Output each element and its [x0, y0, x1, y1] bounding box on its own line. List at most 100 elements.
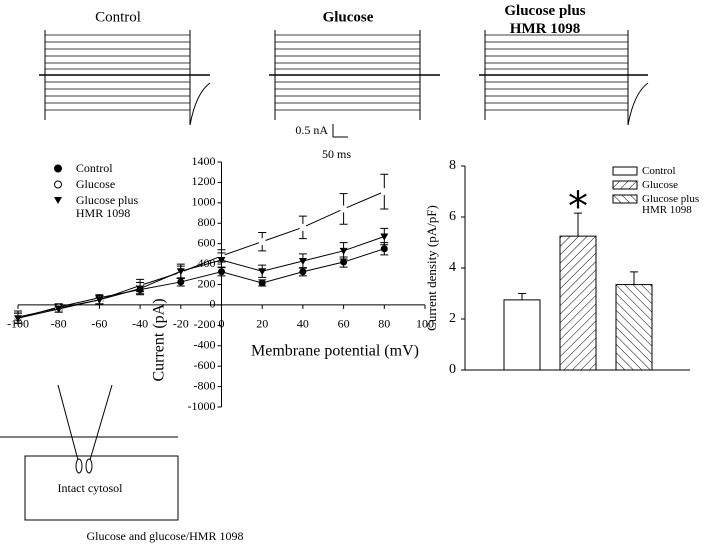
y-axis-label: Current density (pA/pF): [424, 205, 439, 331]
point: [380, 233, 389, 241]
legend-label: Glucose: [75, 177, 116, 191]
legend-swatch: [612, 166, 638, 176]
y-tick-label: 200: [198, 276, 216, 290]
y-tick-label: -400: [194, 338, 216, 352]
point: [14, 315, 22, 323]
annotation: *: [568, 184, 588, 230]
point: [95, 296, 104, 304]
x-tick-label: -40: [132, 317, 148, 331]
point: [177, 278, 185, 286]
point: [54, 306, 63, 313]
trace-title: Control: [95, 9, 141, 25]
legend-item: Glucose plus HMR 1098: [612, 194, 712, 216]
point: [299, 223, 307, 231]
bar: [503, 299, 541, 371]
caption: Glucose and glucose/HMR 1098: [87, 529, 244, 543]
bar: [615, 284, 653, 371]
legend-label: Glucose: [642, 179, 679, 191]
trace: [627, 75, 649, 126]
y-tick-label: 0: [210, 297, 216, 311]
legend-symbol: [54, 164, 62, 173]
point: [136, 285, 145, 293]
error-bar: [518, 293, 526, 300]
y-tick-label: -800: [194, 378, 216, 392]
x-tick-label: 20: [256, 317, 268, 331]
legend-label: Glucose plus HMR 1098: [75, 193, 139, 220]
error-bar: [630, 271, 638, 285]
legend-marker: [612, 194, 638, 204]
point: [258, 238, 266, 246]
legend-label: Glucose plus HMR 1098: [642, 193, 700, 216]
y-axis-label: Current (pA): [151, 298, 168, 381]
legend-label: Control: [75, 161, 113, 175]
legend-swatch: [612, 180, 638, 190]
point: [298, 258, 307, 266]
point: [176, 268, 185, 276]
point: [218, 268, 225, 276]
cell: [24, 455, 179, 521]
cell-label: Intact cytosol: [58, 481, 124, 495]
y-tick-label: 600: [198, 235, 216, 249]
x-tick-label: 60: [338, 317, 350, 331]
y-tick-label: 0: [449, 362, 456, 377]
legend-marker: [54, 164, 62, 173]
legend-marker: [54, 197, 62, 204]
seal: [75, 458, 83, 474]
point: [340, 205, 348, 213]
trace: [189, 75, 211, 126]
y-tick-label: -600: [194, 358, 216, 372]
point: [339, 247, 348, 255]
x-tick-label: -60: [91, 317, 107, 331]
x-tick-label: -80: [51, 317, 67, 331]
scale-label: 0.5 nA: [295, 123, 328, 137]
legend: Control Glucose Glucose plus HMR 1098: [612, 166, 712, 219]
legend-marker: [54, 180, 62, 189]
line: [17, 248, 385, 319]
point: [217, 257, 226, 264]
point: [258, 279, 266, 287]
bar: [559, 235, 597, 371]
legend-symbol: [54, 197, 62, 204]
y-tick-label: 1200: [192, 174, 216, 188]
x-tick-label: 40: [297, 317, 309, 331]
y-tick-label: 6: [449, 209, 456, 224]
pipette: [89, 384, 113, 461]
x-axis-label: Membrane potential (mV): [251, 343, 419, 360]
point: [380, 188, 388, 196]
point: [340, 258, 348, 266]
error-bar: [574, 212, 582, 237]
legend-marker: [612, 166, 638, 176]
y-tick-label: 1000: [192, 195, 216, 209]
trace-title: Glucose: [323, 9, 374, 25]
x-tick-label: -20: [173, 317, 189, 331]
legend-item: Glucose: [45, 178, 160, 191]
legend-marker: [612, 180, 638, 190]
x-tick-label: 80: [378, 317, 390, 331]
y-tick-label: 1400: [192, 154, 216, 168]
y-tick-label: 400: [198, 256, 216, 270]
legend-label: Control: [642, 165, 676, 177]
y-tick-label: -1000: [188, 399, 216, 413]
y-tick-label: -200: [194, 317, 216, 331]
point: [380, 245, 388, 253]
trace-title: Glucose plus HMR 1098: [504, 3, 586, 37]
legend-item: Control: [612, 166, 712, 177]
x-tick-label: 0: [219, 317, 225, 331]
x-tick-label: 100: [416, 317, 434, 331]
y-tick-label: 800: [198, 215, 216, 229]
pipette: [57, 384, 79, 461]
legend-item: Glucose: [612, 180, 712, 191]
legend-item: Control: [45, 162, 160, 175]
legend: Control Glucose Glucose plus HMR 1098: [45, 162, 160, 223]
legend-swatch: [612, 194, 638, 204]
legend-item: Glucose plus HMR 1098: [45, 194, 160, 220]
scale-label: 50 ms: [322, 147, 351, 161]
y-tick-label: 2: [449, 311, 456, 326]
point: [299, 268, 307, 276]
trace-title-box: Glucose plus HMR 1098: [504, 3, 586, 37]
legend-symbol: [54, 180, 62, 189]
point: [258, 268, 267, 276]
y-tick-label: 4: [449, 260, 456, 275]
